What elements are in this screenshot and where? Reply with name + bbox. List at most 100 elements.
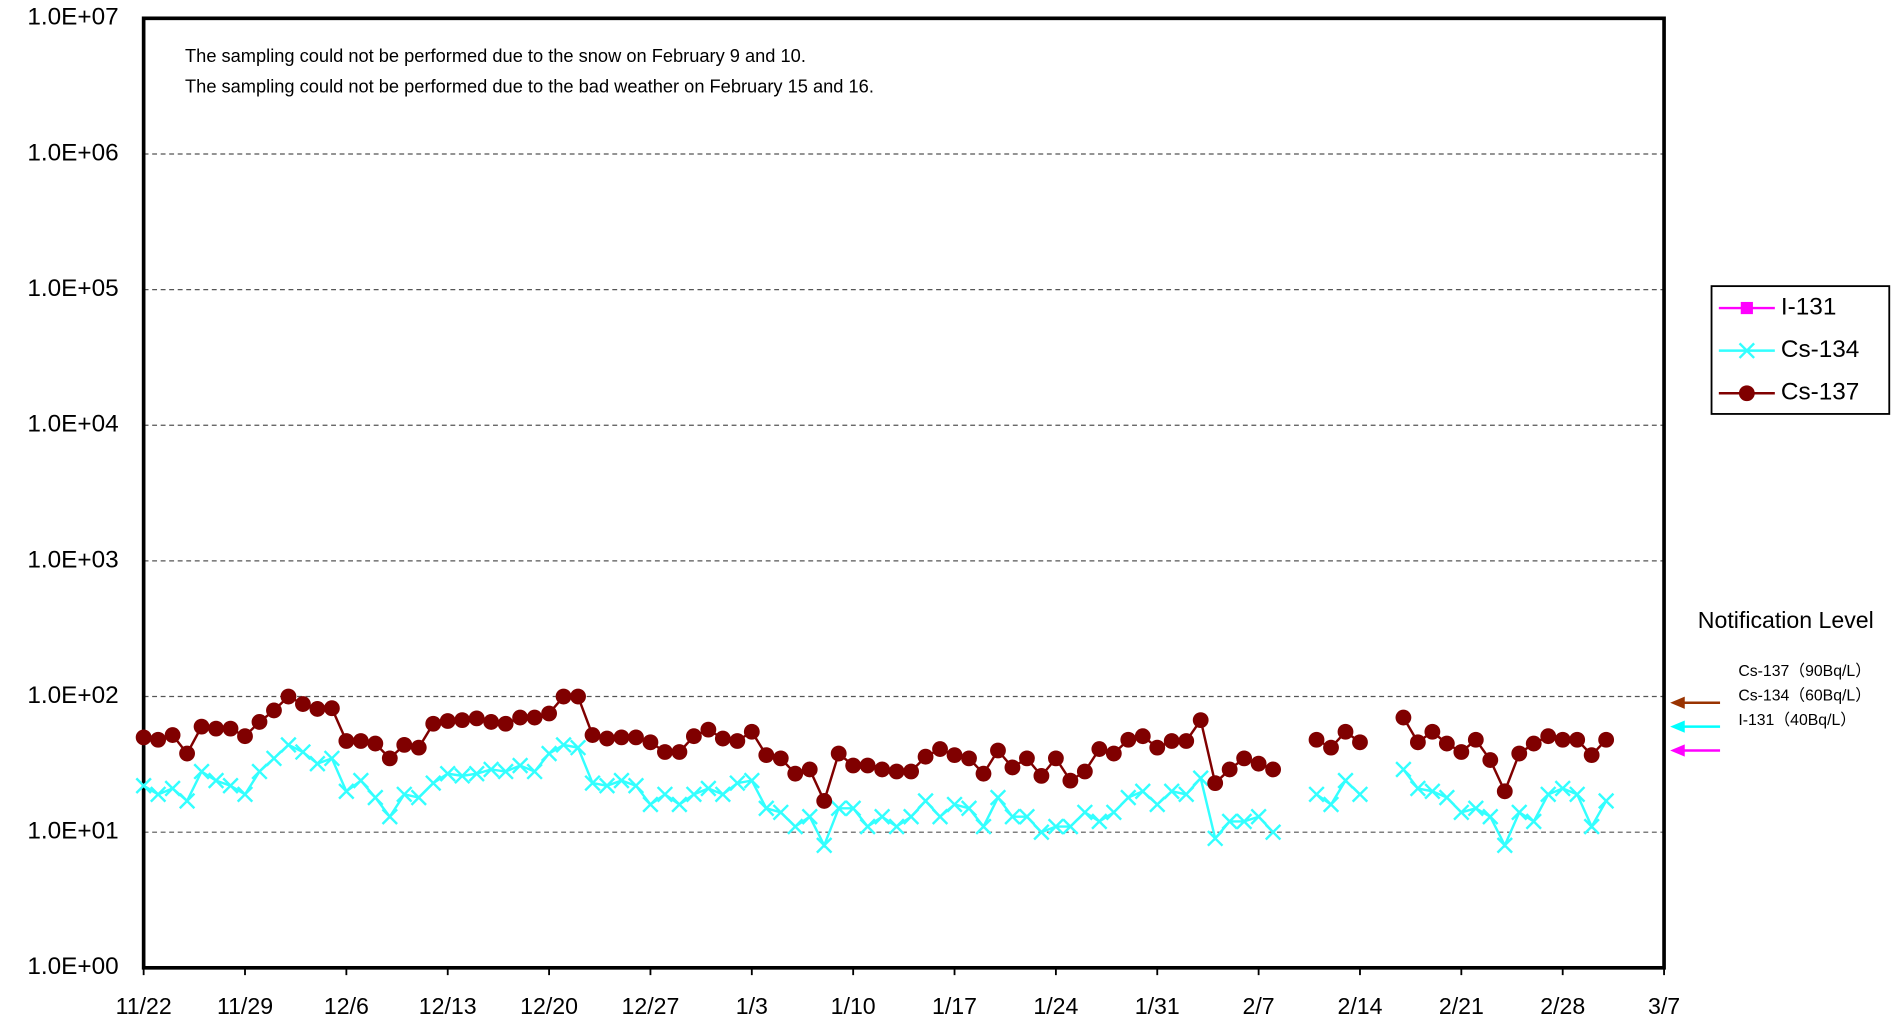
data-point — [1134, 728, 1151, 745]
data-point — [1308, 786, 1325, 803]
data-point — [483, 761, 500, 778]
data-point — [657, 744, 673, 760]
data-point — [236, 786, 254, 803]
data-point — [135, 777, 152, 794]
data-point — [570, 688, 586, 705]
data-point — [396, 786, 413, 803]
data-point — [931, 808, 949, 825]
data-point — [1091, 741, 1108, 757]
data-point — [700, 780, 717, 797]
data-point — [338, 783, 355, 800]
data-point — [251, 763, 268, 780]
data-point — [1352, 734, 1368, 751]
data-point — [1337, 723, 1354, 740]
data-point — [1540, 786, 1557, 803]
data-point — [425, 774, 442, 792]
data-point — [280, 688, 297, 705]
data-point — [1134, 783, 1151, 800]
data-point — [1019, 750, 1035, 767]
data-point — [758, 747, 775, 764]
data-point — [149, 786, 167, 803]
data-point — [743, 772, 760, 789]
data-point — [628, 729, 644, 746]
data-point — [222, 777, 239, 794]
data-point — [1047, 750, 1064, 767]
data-point — [932, 741, 948, 757]
data-point — [873, 808, 891, 825]
data-point — [642, 796, 659, 813]
x-tick-label: 11/29 — [217, 993, 273, 1019]
data-point — [1163, 783, 1180, 800]
data-point — [1453, 804, 1470, 821]
data-point — [381, 750, 398, 767]
data-point — [772, 804, 789, 821]
data-point — [859, 818, 876, 835]
data-point — [1221, 761, 1238, 778]
data-point — [497, 715, 514, 732]
data-point — [627, 777, 645, 794]
data-point — [1511, 804, 1528, 821]
data-point — [1453, 744, 1470, 760]
data-point — [555, 736, 572, 754]
data-point — [468, 765, 485, 782]
legend-marker — [1740, 301, 1753, 315]
data-point — [584, 727, 601, 743]
data-point — [1192, 770, 1209, 787]
data-point — [1235, 813, 1253, 830]
data-point — [352, 772, 370, 789]
data-point — [902, 808, 920, 825]
x-tick-label: 1/24 — [1033, 993, 1078, 1019]
data-point — [888, 818, 905, 835]
data-point — [685, 786, 703, 803]
data-point — [1424, 783, 1441, 800]
data-point — [1424, 723, 1441, 740]
data-point — [743, 723, 760, 740]
data-point — [511, 757, 529, 774]
notification-arrowhead — [1670, 720, 1685, 733]
data-point — [1409, 734, 1426, 751]
y-tick-label: 1.0E+02 — [27, 682, 118, 709]
data-point — [946, 747, 963, 764]
data-point — [960, 800, 978, 817]
data-point — [1221, 813, 1238, 830]
data-point — [193, 718, 210, 735]
notification-label: Cs-137（90Bq/L） — [1738, 662, 1871, 680]
data-point — [1062, 818, 1079, 835]
data-point — [439, 713, 456, 729]
data-point — [1076, 763, 1093, 780]
data-point — [1018, 808, 1036, 825]
data-point — [164, 780, 181, 797]
x-tick-label: 2/21 — [1439, 993, 1484, 1019]
x-tick-label: 11/22 — [116, 993, 172, 1019]
data-point — [975, 818, 992, 835]
data-point — [1467, 800, 1484, 817]
data-point — [1105, 745, 1122, 762]
data-point — [1337, 772, 1354, 789]
data-point — [830, 800, 847, 817]
data-point — [178, 792, 196, 810]
data-point — [1467, 731, 1484, 748]
data-point — [584, 774, 601, 792]
data-point — [1540, 728, 1557, 745]
data-point — [410, 789, 427, 806]
data-point — [222, 720, 239, 737]
y-tick-label: 1.0E+06 — [27, 139, 118, 166]
data-point — [758, 800, 775, 817]
data-point — [1323, 739, 1339, 756]
data-point — [569, 739, 587, 756]
data-point — [454, 767, 471, 785]
data-point — [1178, 733, 1195, 749]
data-point — [816, 837, 833, 854]
y-tick-label: 1.0E+03 — [27, 546, 118, 573]
legend-label: Cs-137 — [1781, 379, 1859, 406]
data-point — [541, 705, 557, 722]
data-point — [1250, 808, 1267, 825]
data-point — [787, 765, 804, 782]
legend-label: I-131 — [1781, 293, 1836, 320]
data-point — [1395, 709, 1412, 726]
y-tick-label: 1.0E+05 — [27, 275, 118, 302]
data-point — [352, 733, 369, 749]
data-point — [1554, 780, 1571, 797]
data-point — [1033, 767, 1050, 784]
